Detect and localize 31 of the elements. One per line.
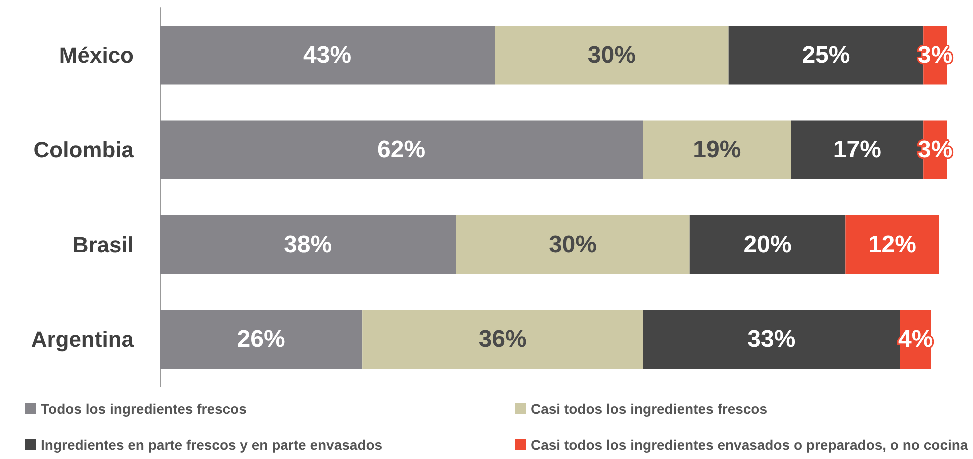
bar (362, 310, 644, 369)
data-label: 12% (868, 231, 916, 258)
y-tick-label: Colombia (34, 138, 135, 163)
y-tick-label: Argentina (31, 327, 135, 352)
data-label: 33% (748, 326, 796, 354)
legend-label: Casi todos los ingredientes envasados o preparados, o no cocina (531, 437, 968, 453)
bar (160, 120, 644, 180)
y-tick-label: Brasil (72, 232, 134, 258)
data-label: 62% (378, 136, 426, 164)
bar (643, 310, 900, 369)
bar (160, 310, 363, 369)
legend-label: Casi todos los ingredientes frescos (531, 401, 768, 417)
data-label: 17% (833, 136, 882, 164)
y-tick-label: México (59, 42, 134, 68)
data-label: 43% (304, 42, 352, 69)
data-label: 19% (693, 136, 742, 164)
data-label: 30% (548, 231, 598, 258)
data-label: 25% (802, 42, 850, 69)
bar (495, 26, 729, 85)
data-label: 36% (478, 326, 527, 354)
legend-label: Todos los ingredientes frescos (41, 401, 248, 417)
data-label: 20% (744, 231, 792, 258)
data-label: 38% (284, 231, 332, 258)
bar (160, 26, 496, 85)
bar (690, 216, 846, 274)
data-label: 30% (588, 42, 636, 69)
bar (456, 216, 690, 274)
legend-label: Ingredientes en parte frescos y en parte envasados (41, 437, 383, 453)
bar (643, 120, 792, 180)
data-label: 26% (237, 326, 286, 354)
bar (160, 216, 456, 274)
